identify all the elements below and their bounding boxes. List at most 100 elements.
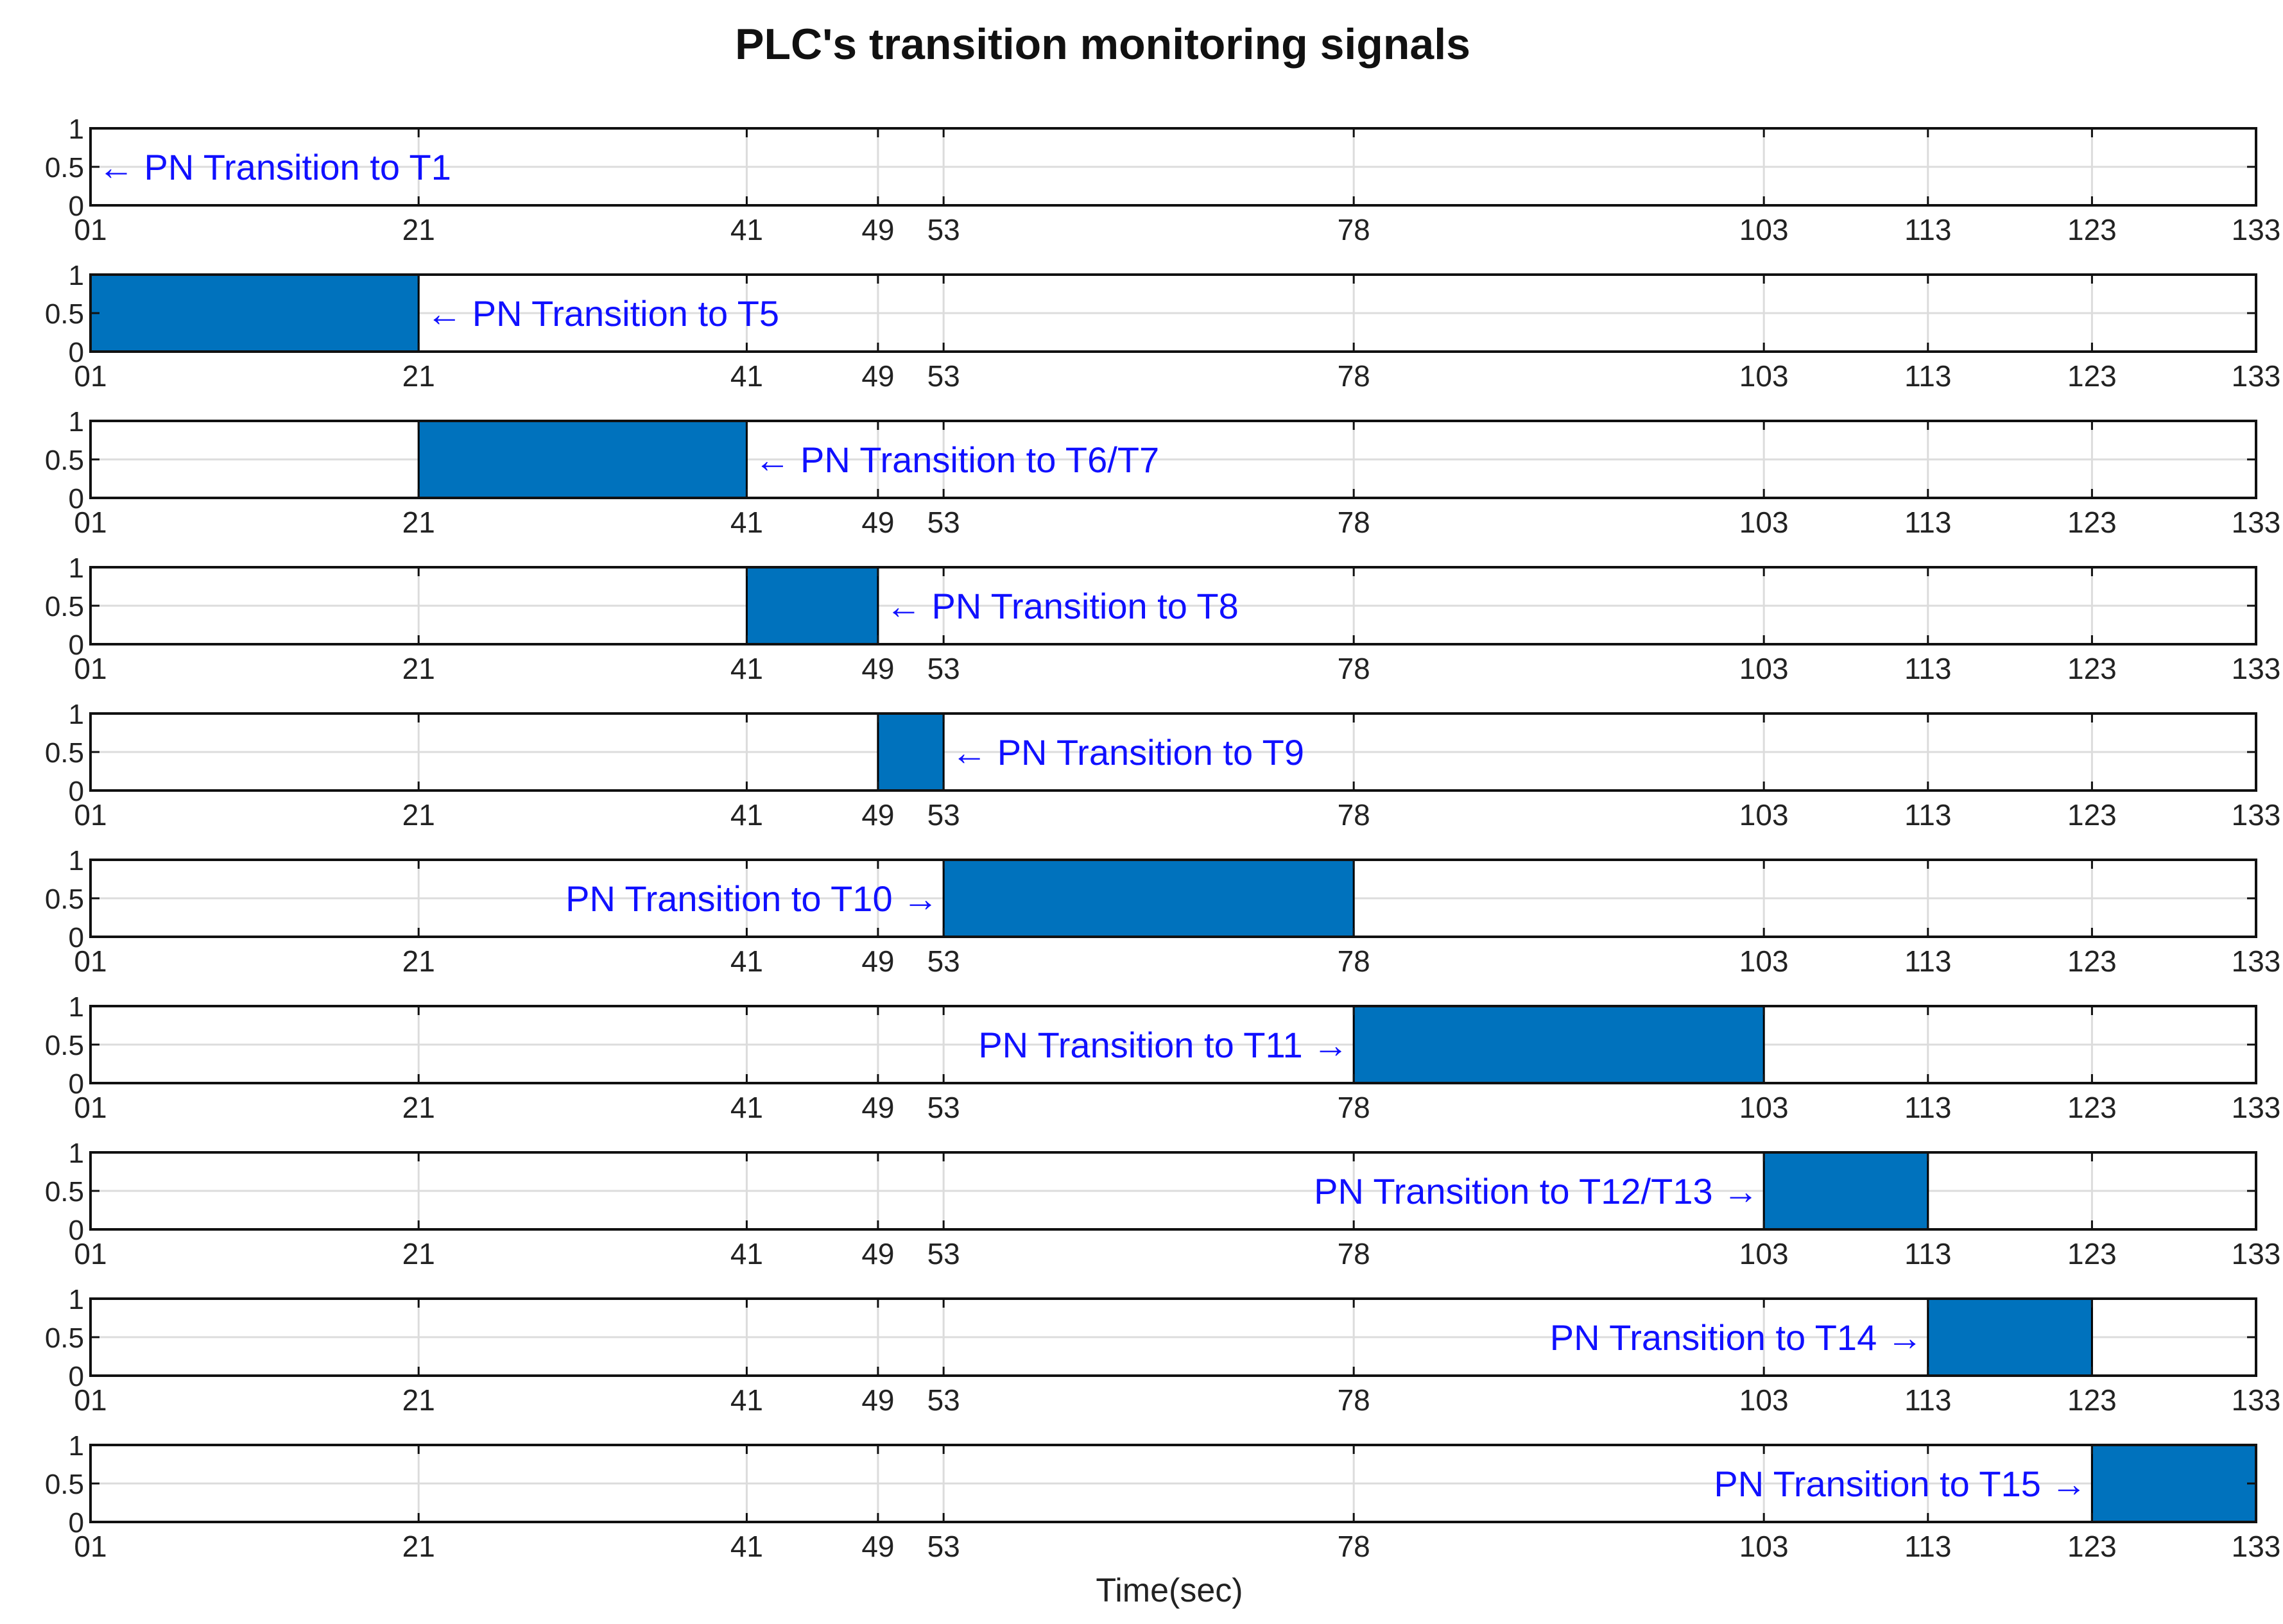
- x-tick-label: 103: [1739, 1237, 1789, 1270]
- x-tick-label: 133: [2232, 798, 2281, 832]
- x-tick-label: 21: [402, 1091, 435, 1124]
- x-tick-label: 78: [1338, 1091, 1370, 1124]
- x-tick-label: 123: [2067, 1237, 2117, 1270]
- x-tick-label: 103: [1739, 359, 1789, 393]
- y-tick-label: 0.5: [45, 1322, 84, 1354]
- y-tick-label: 1: [69, 260, 84, 291]
- signal-bar-5: [877, 712, 945, 792]
- x-tick-label: 113: [1904, 1383, 1951, 1417]
- annotation-label-4: ← PN Transition to T8: [886, 586, 1239, 626]
- x-tick-label: 49: [861, 798, 894, 832]
- x-tick-label: 41: [730, 944, 763, 978]
- signal-bar-9: [1927, 1297, 2093, 1377]
- x-tick-label: 53: [927, 359, 960, 393]
- signal-panel-9: 0 0.5 1 01 21 41 49 53 78 103 113 123 133 PN Transiti…: [45, 1284, 2281, 1417]
- annotation-label-9: PN Transition to T14 →: [1550, 1317, 1923, 1358]
- signal-bar-10: [2090, 1444, 2257, 1523]
- x-tick-label: 133: [2232, 359, 2281, 393]
- y-tick-label: 0: [69, 1507, 84, 1539]
- x-tick-label: 123: [2067, 359, 2117, 393]
- y-tick-label: 0: [69, 1215, 84, 1246]
- x-tick-label: 01: [74, 944, 107, 978]
- y-tick-label: 1: [69, 1284, 84, 1315]
- x-tick-label: 21: [402, 652, 435, 685]
- x-tick-label: 78: [1338, 359, 1370, 393]
- x-tick-label: 133: [2232, 213, 2281, 246]
- x-tick-label: 133: [2232, 652, 2281, 685]
- x-tick-label: 01: [74, 359, 107, 393]
- y-tick-label: 1: [69, 845, 84, 876]
- x-tick-label: 133: [2232, 506, 2281, 539]
- x-tick-label: 41: [730, 213, 763, 246]
- annotation-label-6: PN Transition to T10 →: [565, 878, 938, 919]
- signal-bar-7: [1352, 1005, 1765, 1084]
- x-tick-label: 41: [730, 1237, 763, 1270]
- x-tick-label: 133: [2232, 1237, 2281, 1270]
- signal-panel-7: 0 0.5 1 01 21 41 49 53 78 103 113 123 133 PN Transiti…: [45, 991, 2281, 1124]
- y-tick-label: 0.5: [45, 152, 84, 184]
- annotation-label-3: ← PN Transition to T6/T7: [754, 440, 1159, 480]
- x-tick-label: 78: [1338, 1383, 1370, 1417]
- x-tick-label: 133: [2232, 1091, 2281, 1124]
- y-tick-label: 0.5: [45, 445, 84, 476]
- x-tick-label: 78: [1338, 944, 1370, 978]
- y-tick-label: 0: [69, 776, 84, 807]
- x-tick-label: 01: [74, 506, 107, 539]
- x-axis-label: Time(sec): [1096, 1572, 1243, 1609]
- x-tick-label: 01: [74, 1530, 107, 1563]
- x-tick-label: 49: [861, 1383, 894, 1417]
- x-tick-label: 113: [1904, 213, 1951, 246]
- x-tick-label: 53: [927, 652, 960, 685]
- y-tick-label: 1: [69, 114, 84, 145]
- y-tick-label: 0.5: [45, 1176, 84, 1208]
- x-tick-label: 113: [1904, 506, 1951, 539]
- y-tick-label: 0.5: [45, 591, 84, 622]
- y-tick-label: 1: [69, 991, 84, 1023]
- x-tick-label: 123: [2067, 1530, 2117, 1563]
- x-tick-label: 103: [1739, 506, 1789, 539]
- x-tick-label: 53: [927, 506, 960, 539]
- x-tick-label: 78: [1338, 798, 1370, 832]
- signal-panel-6: 0 0.5 1 01 21 41 49 53 78 103 113 123 133 PN Transiti…: [45, 845, 2281, 978]
- x-tick-label: 123: [2067, 944, 2117, 978]
- x-tick-label: 103: [1739, 944, 1789, 978]
- signal-panel-2: 0 0.5 1 01 21 41 49 53 78 103 113 123 133 ← PN Transi…: [45, 260, 2281, 393]
- x-tick-label: 53: [927, 213, 960, 246]
- x-tick-label: 123: [2067, 1091, 2117, 1124]
- x-tick-label: 01: [74, 798, 107, 832]
- x-tick-label: 49: [861, 359, 894, 393]
- x-tick-label: 133: [2232, 1383, 2281, 1417]
- x-tick-label: 113: [1904, 944, 1951, 978]
- y-tick-label: 1: [69, 552, 84, 584]
- x-tick-label: 123: [2067, 506, 2117, 539]
- x-tick-label: 21: [402, 798, 435, 832]
- y-tick-label: 0: [69, 629, 84, 661]
- x-tick-label: 01: [74, 1383, 107, 1417]
- x-tick-label: 41: [730, 1091, 763, 1124]
- chart-title: PLC's transition monitoring signals: [735, 20, 1470, 69]
- x-tick-label: 123: [2067, 652, 2117, 685]
- x-tick-label: 78: [1338, 506, 1370, 539]
- x-tick-label: 133: [2232, 1530, 2281, 1563]
- signal-panel-4: 0 0.5 1 01 21 41 49 53 78 103 113 123 133 ← PN Transi…: [45, 552, 2281, 685]
- y-tick-label: 1: [69, 1138, 84, 1169]
- annotation-label-1: ← PN Transition to T1: [98, 147, 451, 187]
- signal-panel-3: 0 0.5 1 01 21 41 49 53 78 103 113 123 133 ← PN Transi…: [45, 406, 2281, 539]
- x-tick-label: 01: [74, 1091, 107, 1124]
- x-tick-label: 123: [2067, 1383, 2117, 1417]
- y-tick-label: 0: [69, 1068, 84, 1100]
- signal-panel-8: 0 0.5 1 01 21 41 49 53 78 103 113 123 133 PN Transiti…: [45, 1138, 2281, 1270]
- annotation-label-10: PN Transition to T15 →: [1714, 1464, 2087, 1504]
- annotation-label-8: PN Transition to T12/T13 →: [1314, 1171, 1759, 1211]
- y-tick-label: 0.5: [45, 298, 84, 330]
- x-tick-label: 103: [1739, 1383, 1789, 1417]
- signal-panel-5: 0 0.5 1 01 21 41 49 53 78 103 113 123 133 ← PN Transi…: [45, 699, 2281, 832]
- x-tick-label: 21: [402, 213, 435, 246]
- x-tick-label: 113: [1904, 1091, 1951, 1124]
- y-tick-label: 0.5: [45, 884, 84, 915]
- y-tick-label: 0: [69, 922, 84, 953]
- x-tick-label: 123: [2067, 798, 2117, 832]
- signal-panel-1: 0 0.5 1 01 21 41 49 53 78 103 113 123 133 ← PN Transi…: [45, 114, 2281, 246]
- signal-bar-3: [417, 420, 748, 499]
